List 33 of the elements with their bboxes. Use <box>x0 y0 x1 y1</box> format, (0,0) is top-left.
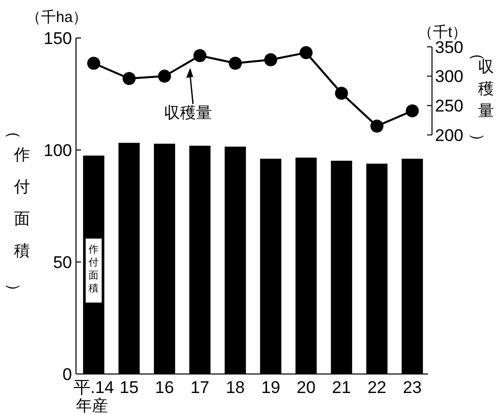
y-tick-label: 100 <box>44 141 72 160</box>
point <box>228 56 242 70</box>
x-axis-title: 年産 <box>76 397 108 415</box>
x-tick-label: 平.14 <box>73 378 114 397</box>
x-tick-label: 23 <box>402 378 422 397</box>
x-tick-label: 15 <box>120 378 139 397</box>
point <box>158 70 171 83</box>
point <box>193 49 206 62</box>
x-tick-label: 18 <box>226 378 245 397</box>
point <box>87 56 100 70</box>
y-tick-label: 150 <box>44 29 72 48</box>
point <box>406 104 419 118</box>
text: （作付面積） <box>4 123 30 300</box>
y2-axis-title: （収穫量） <box>468 45 494 150</box>
y2-tick-label: 200 <box>435 126 464 145</box>
y-tick-label: 0 <box>62 365 72 384</box>
point <box>122 72 136 86</box>
point <box>370 120 384 133</box>
x-tick-label: 19 <box>261 378 280 397</box>
x-tick-label: 20 <box>296 378 316 397</box>
x-tick-label: 21 <box>332 378 351 397</box>
x-tick-label: 17 <box>190 378 210 397</box>
point <box>300 46 313 60</box>
y-tick-label: 50 <box>53 253 72 272</box>
x-tick-label: 16 <box>155 378 174 397</box>
x-tick-label: 22 <box>367 378 386 397</box>
legend-label: 収穫量 <box>164 104 212 122</box>
y2-tick-label: 250 <box>435 96 464 116</box>
point <box>335 86 348 100</box>
series-label: 作付面積 <box>88 244 99 295</box>
point <box>264 53 278 66</box>
y2-tick-label: 300 <box>435 67 464 86</box>
text: （千ha） <box>26 9 88 26</box>
